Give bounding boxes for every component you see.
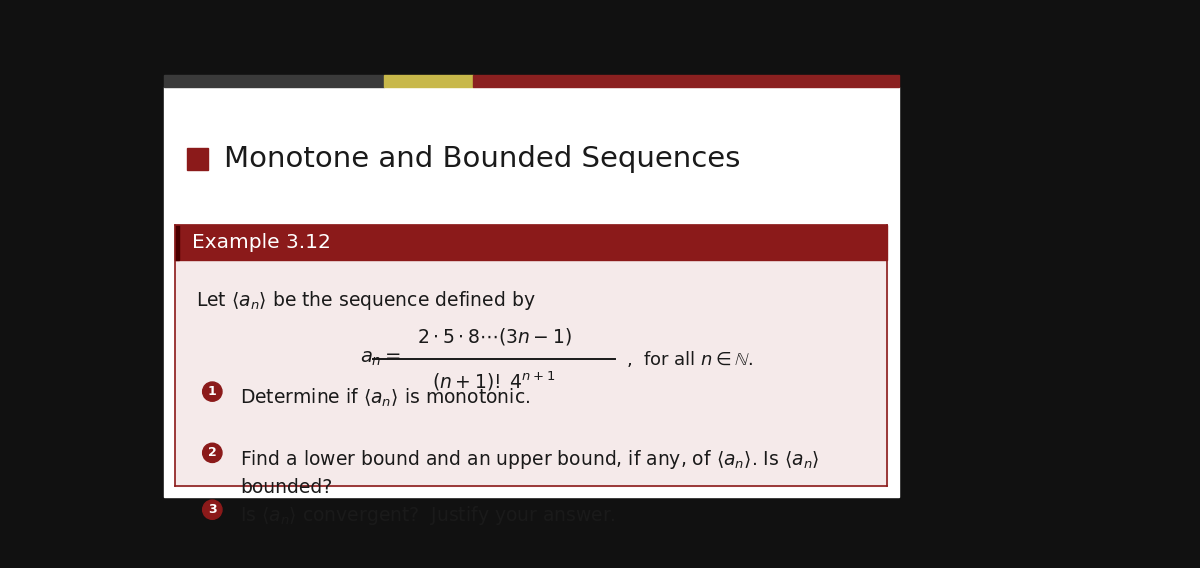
Ellipse shape	[203, 500, 222, 519]
Bar	[175, 224, 179, 260]
Text: Find a lower bound and an upper bound, if any, of $\langle a_n \rangle$. Is $\la: Find a lower bound and an upper bound, i…	[240, 448, 820, 497]
Text: $a_n =$: $a_n =$	[360, 349, 401, 368]
Text: $2 \cdot 5 \cdot 8 \cdots (3n-1)$: $2 \cdot 5 \cdot 8 \cdots (3n-1)$	[416, 325, 571, 346]
Text: Is $\langle a_n \rangle$ convergent?  Justify your answer.: Is $\langle a_n \rangle$ convergent? Jus…	[240, 504, 616, 528]
Bar	[175, 224, 888, 260]
Bar	[175, 260, 888, 486]
Text: Example 3.12: Example 3.12	[192, 233, 331, 252]
Bar	[187, 148, 208, 170]
Text: 2: 2	[208, 446, 217, 460]
Text: ,  for all $n \in \mathbb{N}$.: , for all $n \in \mathbb{N}$.	[626, 349, 754, 369]
Text: 3: 3	[208, 503, 217, 516]
Bar	[384, 75, 473, 87]
Bar	[164, 75, 384, 87]
Text: Let $\langle a_n \rangle$ be the sequence defined by: Let $\langle a_n \rangle$ be the sequenc…	[196, 289, 535, 312]
Text: Determine if $\langle a_n \rangle$ is monotonic.: Determine if $\langle a_n \rangle$ is mo…	[240, 386, 530, 408]
Ellipse shape	[203, 443, 222, 462]
Text: Monotone and Bounded Sequences: Monotone and Bounded Sequences	[224, 145, 740, 173]
Text: $(n+1)!\; 4^{n+1}$: $(n+1)!\; 4^{n+1}$	[432, 370, 556, 393]
Bar	[473, 75, 899, 87]
Bar	[164, 87, 899, 497]
Ellipse shape	[203, 382, 222, 401]
Text: 1: 1	[208, 385, 217, 398]
